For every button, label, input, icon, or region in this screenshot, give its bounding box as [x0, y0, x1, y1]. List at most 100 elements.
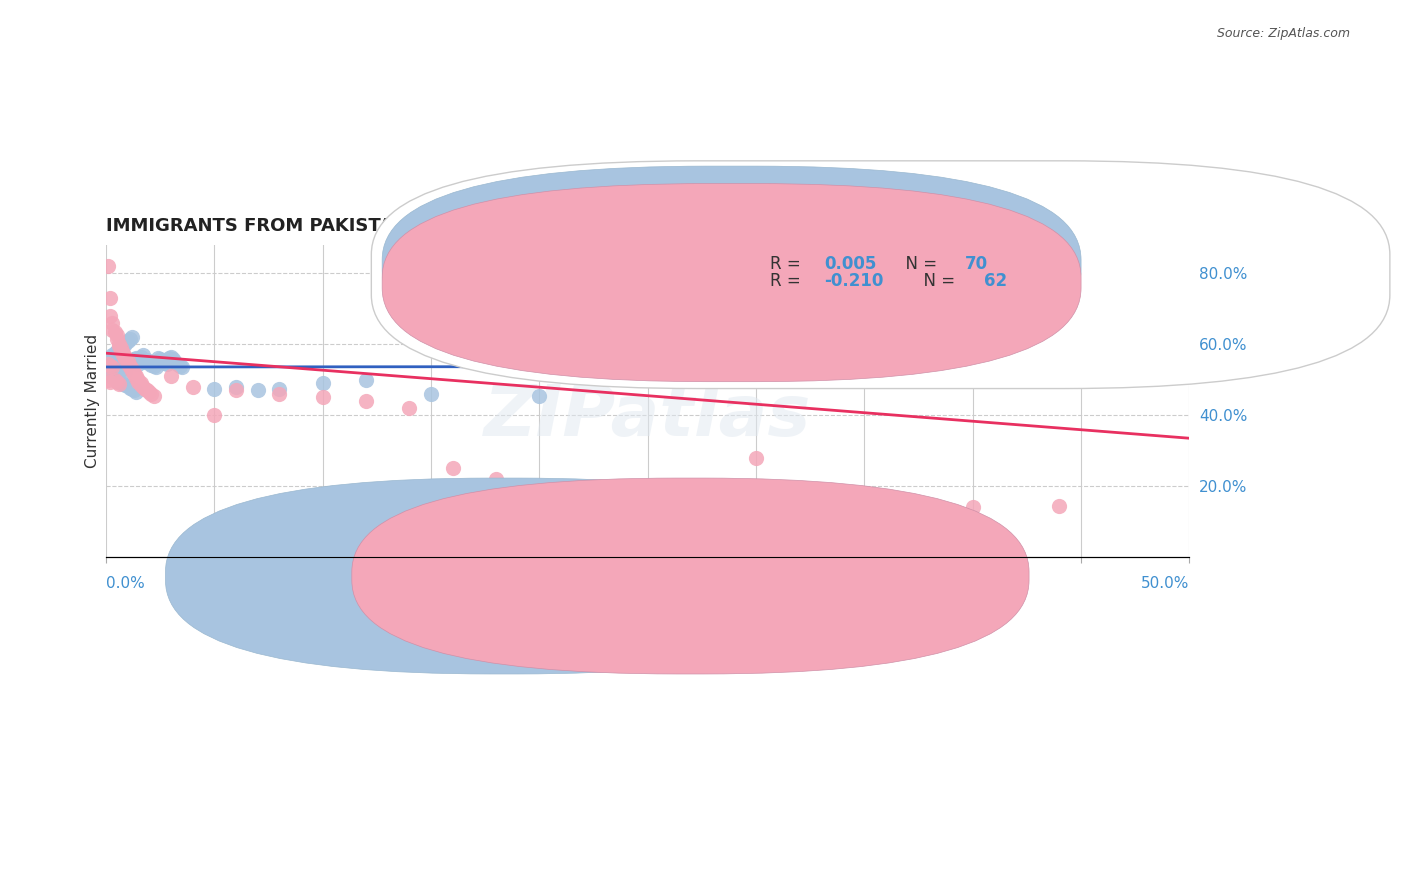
- Text: 0.0%: 0.0%: [105, 575, 145, 591]
- Point: [114, 350, 136, 364]
- Point: [108, 339, 131, 353]
- Point: [129, 376, 152, 391]
- Point: [157, 351, 180, 366]
- Point: [419, 387, 441, 401]
- Point: [136, 353, 159, 368]
- Point: [97, 260, 120, 274]
- Text: R =: R =: [770, 272, 806, 290]
- Point: [118, 380, 141, 394]
- Point: [114, 337, 136, 351]
- Point: [97, 366, 120, 380]
- Text: 50.0%: 50.0%: [1142, 575, 1189, 591]
- Point: [127, 373, 149, 387]
- Point: [138, 356, 160, 370]
- Point: [745, 450, 768, 465]
- Point: [149, 352, 172, 367]
- Text: Source: ZipAtlas.com: Source: ZipAtlas.com: [1216, 27, 1350, 40]
- Point: [131, 380, 153, 394]
- Point: [108, 360, 131, 375]
- Point: [97, 357, 120, 371]
- Point: [141, 358, 163, 372]
- Text: Immigrants from Pakistan: Immigrants from Pakistan: [524, 575, 721, 591]
- Point: [110, 341, 132, 355]
- Point: [110, 341, 132, 355]
- Point: [121, 364, 143, 378]
- Point: [105, 332, 128, 346]
- Point: [127, 375, 149, 389]
- Point: [127, 357, 149, 371]
- Point: [138, 385, 160, 400]
- Text: 70: 70: [965, 255, 988, 273]
- Point: [571, 359, 593, 373]
- Point: [118, 360, 141, 375]
- Point: [529, 481, 551, 495]
- Point: [112, 348, 135, 362]
- Point: [108, 376, 131, 391]
- Point: [117, 354, 139, 368]
- Point: [112, 376, 135, 391]
- Point: [118, 359, 141, 373]
- Point: [145, 360, 167, 375]
- FancyBboxPatch shape: [166, 478, 842, 674]
- Point: [103, 325, 125, 339]
- Text: 0.005: 0.005: [824, 255, 876, 273]
- Point: [125, 385, 148, 400]
- Point: [122, 368, 145, 382]
- Point: [875, 305, 897, 319]
- Point: [150, 354, 173, 368]
- Point: [105, 375, 128, 389]
- Point: [529, 389, 551, 403]
- Text: N =: N =: [912, 272, 960, 290]
- FancyBboxPatch shape: [382, 184, 1081, 382]
- Point: [136, 384, 159, 398]
- Point: [129, 378, 152, 392]
- Point: [108, 375, 131, 389]
- Point: [165, 355, 187, 369]
- Point: [129, 350, 152, 364]
- Point: [105, 328, 128, 343]
- Point: [122, 366, 145, 380]
- Point: [117, 379, 139, 393]
- Point: [121, 330, 143, 344]
- Point: [103, 370, 125, 384]
- FancyBboxPatch shape: [352, 478, 1029, 674]
- Point: [529, 513, 551, 527]
- Point: [101, 323, 124, 337]
- Point: [155, 357, 177, 371]
- Point: [246, 384, 269, 398]
- FancyBboxPatch shape: [371, 161, 1391, 389]
- Point: [181, 380, 204, 394]
- Point: [162, 352, 184, 367]
- Text: ZIPatlas: ZIPatlas: [484, 382, 811, 451]
- Point: [311, 376, 333, 391]
- Point: [202, 382, 225, 396]
- Point: [101, 368, 124, 382]
- Point: [105, 373, 128, 387]
- Point: [131, 348, 153, 362]
- Point: [101, 358, 124, 372]
- Point: [121, 353, 143, 368]
- Text: R =: R =: [770, 255, 806, 273]
- Point: [142, 389, 165, 403]
- Point: [146, 351, 169, 366]
- Point: [108, 337, 131, 351]
- Point: [108, 343, 131, 357]
- Point: [117, 356, 139, 370]
- Point: [441, 461, 464, 475]
- Point: [103, 346, 125, 360]
- Point: [354, 394, 377, 409]
- Text: IMMIGRANTS FROM PAKISTAN VS PANAMANIAN CURRENTLY MARRIED CORRELATION CHART: IMMIGRANTS FROM PAKISTAN VS PANAMANIAN C…: [105, 217, 1028, 235]
- Point: [117, 357, 139, 371]
- Point: [121, 362, 143, 376]
- Point: [112, 362, 135, 376]
- Point: [485, 472, 508, 486]
- Point: [105, 344, 128, 359]
- Point: [125, 351, 148, 366]
- Point: [101, 316, 124, 330]
- Point: [962, 500, 984, 515]
- Point: [269, 382, 291, 396]
- Point: [103, 357, 125, 371]
- Point: [225, 380, 247, 394]
- Point: [97, 362, 120, 376]
- Point: [153, 356, 176, 370]
